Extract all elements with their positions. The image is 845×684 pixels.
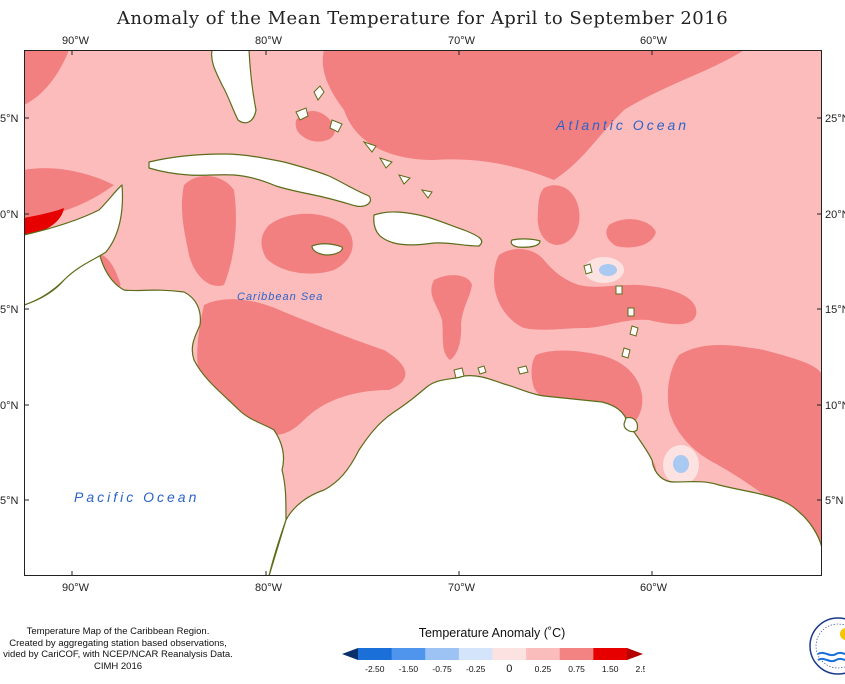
legend-swatch-0 [342,648,358,660]
florida [211,50,257,124]
small-islands [295,85,639,379]
credit-text: Temperature Map of the Caribbean Region.… [0,626,236,672]
caribbean-sea-label: Caribbean Sea [237,291,323,303]
lon-label-top-0: 90°W [62,35,90,47]
lon-label-bottom-0: 90°W [62,582,90,594]
lat-label-left-0: 5°N [0,113,19,125]
legend-swatch-7 [559,648,594,660]
lat-label-right-4: 5°N [825,495,844,507]
anomaly-map: Atlantic Ocean Caribbean Sea Pacific Oce… [24,50,822,576]
lat-label-right-3: 10°N [825,400,845,412]
lat-label-left-2: 5°N [0,304,19,316]
legend-swatches [342,648,643,660]
lon-label-bottom-1: 80°W [255,582,283,594]
credit-line-3: vided by CariCOF, with NCEP/NCAR Reanaly… [3,649,233,660]
near-zero-halos [584,257,699,485]
lon-label-bottom-3: 60°W [640,582,668,594]
map-frame [24,50,822,576]
legend-swatch-6 [526,648,561,660]
legend-swatch-3 [425,648,460,660]
lat-label-right-1: 20°N [825,209,845,221]
lat-label-right-0: 25°N [825,113,845,125]
cimh-logo [809,617,845,675]
legend-tick-1: -1.50 [399,664,419,674]
legend-swatch-2 [391,648,426,660]
legend-tick-7: 1.50 [602,664,619,674]
legend-swatch-5 [492,648,527,660]
credit-line-2: Created by aggregating station based obs… [9,637,227,649]
legend-swatch-9 [627,648,643,660]
anomaly-150-250-region [24,208,64,236]
lat-label-left-4: 5°N [0,495,19,507]
lat-label-left-1: 0°N [0,209,19,221]
legend-swatch-4 [458,648,493,660]
yucatan-mexico [24,184,124,306]
lon-label-top-1: 80°W [255,35,283,47]
logo-sun-icon [840,628,845,640]
map-title: Anomaly of the Mean Temperature for Apri… [116,8,729,29]
legend-tick-4: 0 [506,663,512,675]
logo-wave-icon [817,651,845,657]
legend-tick-5: 0.25 [535,664,552,674]
jamaica [311,243,343,256]
logo-inner-ring [815,623,845,669]
cuba [148,153,372,207]
legend-tick-3: -0.25 [466,664,486,674]
legend-tick-labels: -2.50 -1.50 -0.75 -0.25 0 0.25 0.75 1.50 2.50 [365,663,645,675]
legend-tick-0: -2.50 [365,664,385,674]
lon-label-bottom-2: 70°W [448,582,476,594]
legend-tick-8: 2.50 [636,664,645,674]
land-masses [24,50,822,576]
puerto-rico [510,238,541,248]
pacific-ocean-label: Pacific Ocean [74,489,199,505]
atlantic-ocean-label: Atlantic Ocean [555,117,689,133]
legend-title: Temperature Anomaly (˚C) [418,626,566,640]
credit-line-4: CIMH 2016 [93,660,143,672]
lon-label-top-2: 70°W [448,35,476,47]
trinidad [623,417,639,433]
credit-line-1: Temperature Map of the Caribbean Region. [26,626,210,637]
tick-marks [24,50,822,576]
legend-swatch-1 [358,648,393,660]
lon-label-top-3: 60°W [640,35,668,47]
lat-label-left-3: 0°N [0,400,19,412]
legend-tick-2: -0.75 [432,664,452,674]
color-legend: -2.50 -1.50 -0.75 -0.25 0 0.25 0.75 1.50 2.50 [342,648,645,675]
lat-label-right-2: 15°N [825,304,845,316]
south-america [268,375,822,576]
legend-tick-6: 0.75 [568,664,585,674]
hispaniola [373,211,483,247]
axis-labels: 90°W 80°W 70°W 60°W 90°W 80°W 70°W 60°W … [0,35,845,594]
legend-swatch-8 [593,648,628,660]
